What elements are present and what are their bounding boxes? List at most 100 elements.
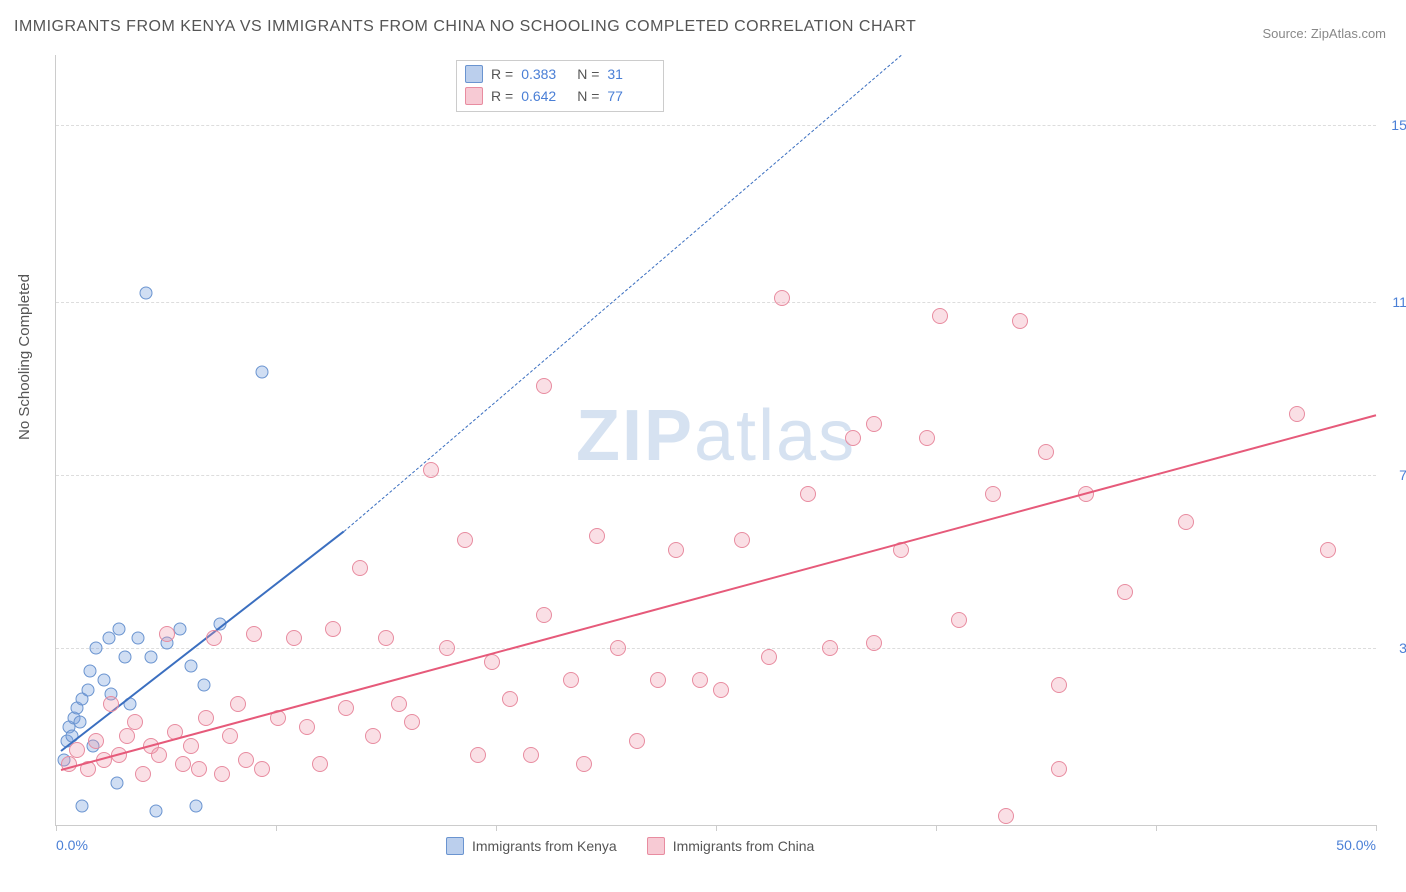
data-point xyxy=(998,808,1014,824)
data-point xyxy=(299,719,315,735)
data-point xyxy=(800,486,816,502)
data-point xyxy=(502,691,518,707)
r-label: R = xyxy=(491,88,513,104)
data-point xyxy=(222,728,238,744)
data-point xyxy=(391,696,407,712)
legend-stats: R = 0.383 N = 31 R = 0.642 N = 77 xyxy=(456,60,664,112)
data-point xyxy=(919,430,935,446)
r-label: R = xyxy=(491,66,513,82)
data-point xyxy=(255,366,268,379)
chart-title: IMMIGRANTS FROM KENYA VS IMMIGRANTS FROM… xyxy=(14,18,916,36)
r-value: 0.642 xyxy=(521,88,569,104)
data-point xyxy=(81,683,94,696)
data-point xyxy=(1178,514,1194,530)
data-point xyxy=(145,651,158,664)
y-tick-label: 15.0% xyxy=(1381,117,1406,133)
data-point xyxy=(127,714,143,730)
data-point xyxy=(404,714,420,730)
data-point xyxy=(131,632,144,645)
data-point xyxy=(69,742,85,758)
x-tick xyxy=(496,825,497,831)
data-point xyxy=(113,623,126,636)
watermark-bold: ZIP xyxy=(576,396,694,476)
data-point xyxy=(189,800,202,813)
data-point xyxy=(175,756,191,772)
data-point xyxy=(150,805,163,818)
data-point xyxy=(439,640,455,656)
data-point xyxy=(985,486,1001,502)
legend-item: Immigrants from China xyxy=(647,837,815,855)
n-value: 31 xyxy=(607,66,655,82)
x-tick-label: 0.0% xyxy=(56,837,88,853)
watermark-light: atlas xyxy=(694,396,856,476)
x-tick xyxy=(936,825,937,831)
data-point xyxy=(1320,542,1336,558)
legend-label: Immigrants from Kenya xyxy=(472,838,617,854)
data-point xyxy=(325,621,341,637)
data-point xyxy=(102,632,115,645)
data-point xyxy=(576,756,592,772)
data-point xyxy=(312,756,328,772)
data-point xyxy=(238,752,254,768)
data-point xyxy=(118,651,131,664)
data-point xyxy=(470,747,486,763)
data-point xyxy=(1051,677,1067,693)
data-point xyxy=(214,766,230,782)
legend-item: Immigrants from Kenya xyxy=(446,837,617,855)
swatch-icon xyxy=(465,65,483,83)
gridline xyxy=(56,302,1376,303)
data-point xyxy=(536,607,552,623)
y-tick-label: 7.5% xyxy=(1381,467,1406,483)
data-point xyxy=(338,700,354,716)
data-point xyxy=(668,542,684,558)
data-point xyxy=(734,532,750,548)
trend-line xyxy=(61,414,1376,771)
data-point xyxy=(866,635,882,651)
data-point xyxy=(932,308,948,324)
x-tick xyxy=(276,825,277,831)
data-point xyxy=(761,649,777,665)
data-point xyxy=(365,728,381,744)
data-point xyxy=(89,641,102,654)
data-point xyxy=(103,696,119,712)
data-point xyxy=(286,630,302,646)
data-point xyxy=(629,733,645,749)
data-point xyxy=(135,766,151,782)
n-value: 77 xyxy=(607,88,655,104)
data-point xyxy=(352,560,368,576)
data-point xyxy=(866,416,882,432)
data-point xyxy=(183,738,199,754)
data-point xyxy=(692,672,708,688)
data-point xyxy=(589,528,605,544)
data-point xyxy=(951,612,967,628)
y-tick-label: 11.2% xyxy=(1381,294,1406,310)
x-tick xyxy=(716,825,717,831)
data-point xyxy=(198,710,214,726)
data-point xyxy=(254,761,270,777)
data-point xyxy=(523,747,539,763)
legend-series: Immigrants from Kenya Immigrants from Ch… xyxy=(446,837,814,855)
gridline xyxy=(56,475,1376,476)
data-point xyxy=(139,287,152,300)
legend-stats-row: R = 0.642 N = 77 xyxy=(465,85,655,107)
x-tick-label: 50.0% xyxy=(1336,837,1376,853)
watermark: ZIPatlas xyxy=(576,395,856,477)
data-point xyxy=(1289,406,1305,422)
swatch-icon xyxy=(446,837,464,855)
trend-line xyxy=(343,55,901,532)
scatter-plot: ZIPatlas R = 0.383 N = 31 R = 0.642 N = … xyxy=(55,55,1376,826)
data-point xyxy=(184,660,197,673)
x-tick xyxy=(1156,825,1157,831)
data-point xyxy=(84,665,97,678)
x-tick xyxy=(56,825,57,831)
data-point xyxy=(197,679,210,692)
data-point xyxy=(563,672,579,688)
data-point xyxy=(845,430,861,446)
data-point xyxy=(713,682,729,698)
data-point xyxy=(822,640,838,656)
data-point xyxy=(159,626,175,642)
data-point xyxy=(1051,761,1067,777)
data-point xyxy=(206,630,222,646)
data-point xyxy=(191,761,207,777)
data-point xyxy=(1012,313,1028,329)
